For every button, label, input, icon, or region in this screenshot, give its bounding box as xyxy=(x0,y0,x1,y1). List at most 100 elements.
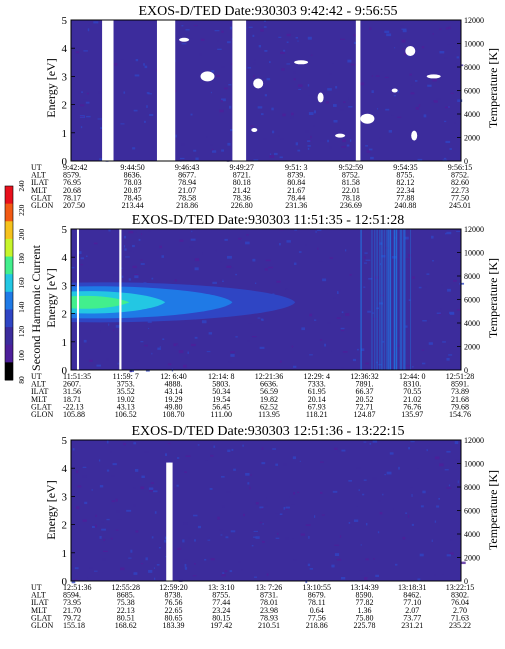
speckle xyxy=(220,99,223,103)
speckle xyxy=(342,351,348,353)
speckle xyxy=(230,351,235,353)
speckle xyxy=(184,356,189,359)
table-cell: 8302. xyxy=(451,591,469,600)
table-cell: 75.80 xyxy=(356,613,374,622)
speckle xyxy=(224,570,228,573)
table-cell: 8755. xyxy=(396,171,414,180)
table-cell: 73.95 xyxy=(63,598,81,607)
table-cell: 11:59: 7 xyxy=(113,372,139,381)
speckle xyxy=(337,449,341,453)
table-row-label: MLT xyxy=(31,395,47,404)
speckle xyxy=(301,327,306,331)
speckle xyxy=(403,328,408,331)
speckle xyxy=(443,157,447,160)
speckle xyxy=(182,29,186,31)
table-cell: 76.56 xyxy=(165,598,183,607)
speckle xyxy=(123,235,127,239)
speckle xyxy=(152,533,154,537)
speckle xyxy=(73,254,79,257)
table-cell: 213.44 xyxy=(122,201,144,210)
speckle xyxy=(279,229,284,231)
speckle xyxy=(133,231,137,233)
speckle xyxy=(368,277,373,280)
table-cell: 2.70 xyxy=(453,606,467,615)
table-cell: 13:22:15 xyxy=(446,583,474,592)
y-right-tick-label: 12000 xyxy=(464,436,484,445)
speckle xyxy=(369,27,372,31)
speckle xyxy=(397,90,400,93)
y-right-tick-label: 12000 xyxy=(464,225,484,234)
speckle xyxy=(81,91,83,94)
speckle xyxy=(342,139,346,143)
speckle xyxy=(128,557,132,559)
table-cell: 78.45 xyxy=(124,193,142,202)
table-cell: 19.54 xyxy=(212,395,230,404)
table-cell: 50.34 xyxy=(212,387,230,396)
speckle xyxy=(152,490,158,493)
speckle xyxy=(286,33,291,37)
speckle xyxy=(371,75,373,77)
table-row-label: GLAT xyxy=(31,613,52,622)
striation xyxy=(388,229,390,370)
speckle xyxy=(448,354,453,356)
speckle xyxy=(227,142,231,146)
speckle xyxy=(376,307,380,310)
table-cell: 13: 7:26 xyxy=(256,583,282,592)
speckle xyxy=(208,332,213,335)
speckle xyxy=(272,448,276,450)
y-right-tick-label: 10000 xyxy=(464,249,484,258)
speckle xyxy=(362,493,365,496)
speckle xyxy=(274,152,278,156)
speckle xyxy=(379,511,383,515)
speckle xyxy=(153,567,155,569)
speckle xyxy=(140,486,145,490)
speckle xyxy=(317,247,319,250)
speckle xyxy=(194,267,199,271)
table-cell: 8462. xyxy=(403,591,421,600)
speckle xyxy=(149,113,154,117)
table-cell: 6636. xyxy=(260,380,278,389)
speckle xyxy=(158,500,162,504)
speckle xyxy=(365,571,370,574)
speckle xyxy=(328,145,332,149)
speckle xyxy=(124,248,127,251)
speckle xyxy=(327,139,329,143)
speckle xyxy=(327,292,329,295)
speckle xyxy=(265,505,269,507)
speckle xyxy=(372,312,375,314)
table-cell: 135.97 xyxy=(401,410,423,419)
table-cell: 80.51 xyxy=(117,613,135,622)
speckle xyxy=(80,104,85,107)
speckle xyxy=(348,106,353,108)
speckle xyxy=(80,264,84,266)
speckle xyxy=(263,26,267,28)
speckle xyxy=(259,506,264,509)
table-cell: 183.39 xyxy=(163,621,185,630)
panel-3-orbit-table: UT 12:51:36 12:55:28 12:59:20 13: 3:10 13: 7:… xyxy=(31,583,474,630)
speckle xyxy=(265,259,271,262)
speckle xyxy=(376,108,379,110)
speckle xyxy=(272,130,275,134)
speckle xyxy=(221,149,225,152)
speckle xyxy=(120,567,125,571)
speckle xyxy=(459,282,465,285)
table-cell: 19.29 xyxy=(165,395,183,404)
data-gap xyxy=(76,229,79,370)
speckle xyxy=(414,80,418,82)
speckle xyxy=(397,116,402,118)
speckle xyxy=(285,508,288,511)
speckle xyxy=(146,92,150,94)
speckle xyxy=(350,63,356,66)
y-right-tick-label: 4000 xyxy=(464,110,480,119)
speckle xyxy=(343,101,346,104)
table-row-label: MLT xyxy=(31,186,47,195)
speckle xyxy=(86,255,88,257)
speckle xyxy=(249,486,251,490)
table-cell: 8590. xyxy=(356,591,374,600)
speckle xyxy=(395,344,400,347)
table-cell: 8310. xyxy=(403,380,421,389)
void-island xyxy=(360,113,375,124)
speckle xyxy=(83,339,87,343)
table-cell: 113.95 xyxy=(258,410,280,419)
speckle xyxy=(221,98,226,102)
